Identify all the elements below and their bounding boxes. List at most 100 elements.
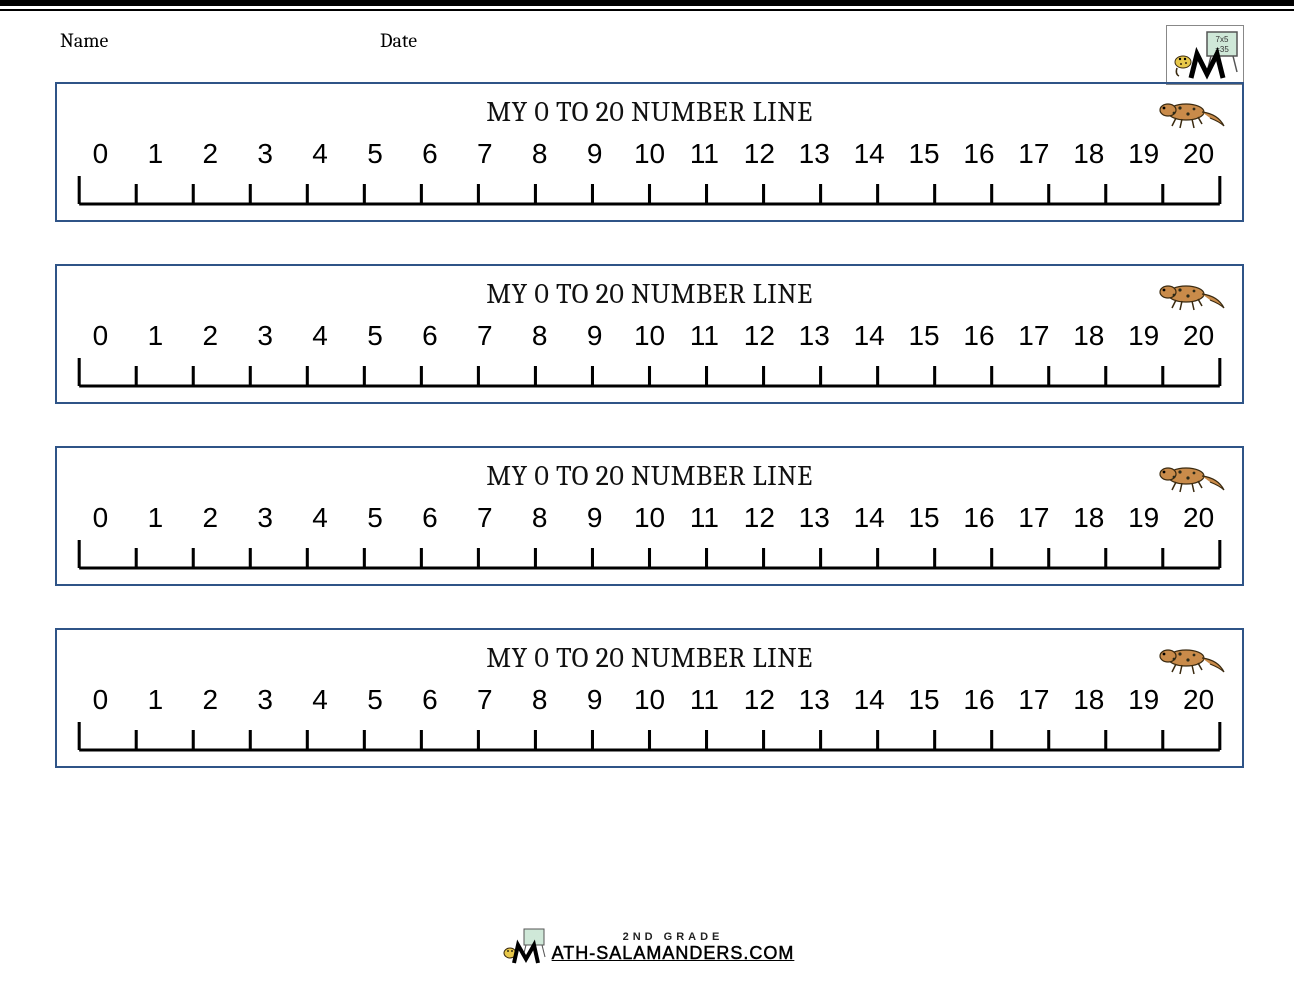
name-label: Name — [60, 29, 380, 52]
number-label: 9 — [567, 138, 622, 170]
salamander-icon — [1150, 456, 1228, 505]
number-label: 18 — [1061, 502, 1116, 534]
number-label: 7 — [457, 138, 512, 170]
number-label: 2 — [183, 684, 238, 716]
number-label: 16 — [952, 138, 1007, 170]
number-label: 18 — [1061, 320, 1116, 352]
number-label: 19 — [1116, 138, 1171, 170]
number-label: 2 — [183, 320, 238, 352]
footer-logo-icon — [500, 927, 546, 967]
number-label: 16 — [952, 684, 1007, 716]
number-label: 4 — [293, 684, 348, 716]
number-label: 14 — [842, 320, 897, 352]
number-label: 6 — [402, 684, 457, 716]
number-label: 10 — [622, 320, 677, 352]
number-label: 15 — [897, 138, 952, 170]
number-label: 20 — [1171, 502, 1226, 534]
number-label: 6 — [402, 320, 457, 352]
number-line-box: MY 0 TO 20 NUMBER LINE 01234567891011121… — [55, 264, 1244, 404]
number-label: 3 — [238, 502, 293, 534]
number-line-box: MY 0 TO 20 NUMBER LINE 01234567891011121… — [55, 82, 1244, 222]
number-label: 10 — [622, 138, 677, 170]
number-label: 5 — [348, 684, 403, 716]
number-label: 7 — [457, 684, 512, 716]
salamander-icon — [1150, 92, 1228, 141]
number-line-title: MY 0 TO 20 NUMBER LINE — [69, 642, 1230, 674]
number-label: 9 — [567, 502, 622, 534]
numbers-row: 01234567891011121314151617181920 — [69, 320, 1230, 352]
number-label: 14 — [842, 138, 897, 170]
number-label: 8 — [512, 138, 567, 170]
number-label: 0 — [73, 502, 128, 534]
number-label: 20 — [1171, 138, 1226, 170]
number-label: 0 — [73, 684, 128, 716]
numbers-row: 01234567891011121314151617181920 — [69, 502, 1230, 534]
number-label: 11 — [677, 684, 732, 716]
numbers-row: 01234567891011121314151617181920 — [69, 684, 1230, 716]
number-line-title: MY 0 TO 20 NUMBER LINE — [69, 460, 1230, 492]
number-label: 19 — [1116, 502, 1171, 534]
footer: 2ND GRADE ATH-SALAMANDERS.COM — [0, 927, 1294, 972]
number-label: 3 — [238, 320, 293, 352]
number-label: 6 — [402, 138, 457, 170]
number-label: 1 — [128, 320, 183, 352]
svg-text:7x5: 7x5 — [1216, 35, 1229, 44]
number-label: 4 — [293, 320, 348, 352]
number-label: 1 — [128, 502, 183, 534]
number-label: 17 — [1006, 502, 1061, 534]
number-label: 7 — [457, 502, 512, 534]
number-label: 1 — [128, 138, 183, 170]
number-label: 12 — [732, 502, 787, 534]
number-label: 15 — [897, 320, 952, 352]
date-label: Date — [380, 29, 417, 52]
number-label: 11 — [677, 502, 732, 534]
number-label: 13 — [787, 138, 842, 170]
number-line-box: MY 0 TO 20 NUMBER LINE 01234567891011121… — [55, 628, 1244, 768]
number-label: 16 — [952, 320, 1007, 352]
number-label: 10 — [622, 502, 677, 534]
number-label: 8 — [512, 320, 567, 352]
number-label: 11 — [677, 138, 732, 170]
number-label: 4 — [293, 502, 348, 534]
number-label: 14 — [842, 502, 897, 534]
number-label: 7 — [457, 320, 512, 352]
number-label: 2 — [183, 138, 238, 170]
number-line-box: MY 0 TO 20 NUMBER LINE 01234567891011121… — [55, 446, 1244, 586]
number-label: 9 — [567, 320, 622, 352]
number-label: 17 — [1006, 138, 1061, 170]
number-label: 15 — [897, 684, 952, 716]
number-label: 8 — [512, 684, 567, 716]
number-label: 19 — [1116, 320, 1171, 352]
number-label: 12 — [732, 320, 787, 352]
number-label: 12 — [732, 138, 787, 170]
number-label: 10 — [622, 684, 677, 716]
number-label: 1 — [128, 684, 183, 716]
salamander-icon — [1150, 274, 1228, 323]
number-label: 13 — [787, 320, 842, 352]
number-label: 2 — [183, 502, 238, 534]
number-label: 5 — [348, 502, 403, 534]
number-label: 8 — [512, 502, 567, 534]
footer-site-text: ATH-SALAMANDERS.COM — [552, 943, 795, 964]
number-label: 3 — [238, 138, 293, 170]
header-row: Name Date 7x5 =35 — [0, 11, 1294, 62]
number-label: 4 — [293, 138, 348, 170]
worksheet-content: MY 0 TO 20 NUMBER LINE 01234567891011121… — [0, 62, 1294, 768]
number-label: 9 — [567, 684, 622, 716]
number-label: 18 — [1061, 684, 1116, 716]
number-label: 17 — [1006, 320, 1061, 352]
number-label: 13 — [787, 684, 842, 716]
number-label: 5 — [348, 138, 403, 170]
footer-grade-text: 2ND GRADE — [552, 931, 795, 943]
number-label: 19 — [1116, 684, 1171, 716]
number-label: 11 — [677, 320, 732, 352]
number-label: 18 — [1061, 138, 1116, 170]
number-label: 12 — [732, 684, 787, 716]
number-label: 14 — [842, 684, 897, 716]
number-label: 0 — [73, 138, 128, 170]
number-label: 20 — [1171, 320, 1226, 352]
number-label: 15 — [897, 502, 952, 534]
salamander-icon — [1150, 638, 1228, 687]
top-border-rule — [0, 0, 1294, 6]
number-label: 3 — [238, 684, 293, 716]
